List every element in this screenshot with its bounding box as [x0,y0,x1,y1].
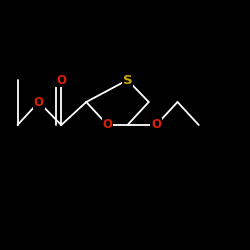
Text: S: S [123,74,132,86]
Text: O: O [102,118,113,132]
Text: O: O [56,74,66,86]
Text: O: O [34,96,44,108]
Text: O: O [151,118,161,132]
